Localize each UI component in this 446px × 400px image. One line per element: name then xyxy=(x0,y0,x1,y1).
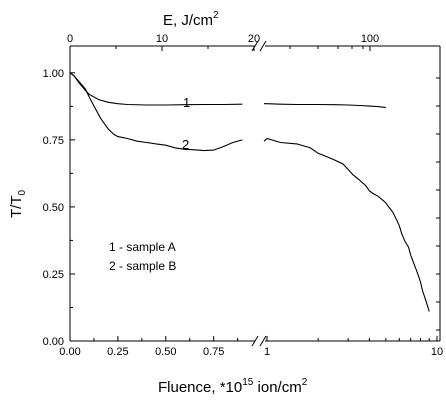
top-break-mark xyxy=(251,40,259,52)
y-tick-label: 0.50 xyxy=(43,202,64,214)
legend-entry-2: 2 - sample B xyxy=(109,259,176,273)
top-tick-label: 20 xyxy=(248,33,260,45)
x-tick-label: 0.50 xyxy=(155,346,176,358)
bottom-axis-title: Fluence, *1015 ion/cm2 xyxy=(158,377,308,396)
x-log-tick-label: 10 xyxy=(431,346,443,358)
x-tick-label: 0.75 xyxy=(203,346,224,358)
legend-entry-1: 1 - sample A xyxy=(109,240,176,254)
series-2-right-line xyxy=(263,137,430,312)
y-axis-title: T/T0 xyxy=(8,190,28,219)
bottom-break-mark xyxy=(259,335,267,347)
tick-marks xyxy=(69,46,440,342)
y-tick-label: 0.00 xyxy=(43,336,64,348)
x-tick-label: 0.00 xyxy=(59,346,80,358)
top-right-tick-label: 100 xyxy=(361,33,379,45)
top-tick-label: 0 xyxy=(67,33,73,45)
top-axis-title: E, J/cm2 xyxy=(163,10,219,29)
top-break-mark xyxy=(259,40,267,52)
series-1-left-line xyxy=(69,72,243,106)
y-tick-label: 1.00 xyxy=(43,68,64,80)
series-1-right-line xyxy=(264,103,386,108)
series-2-left-line xyxy=(69,72,243,152)
curve-label-2: 2 xyxy=(182,137,189,152)
y-tick-label: 0.75 xyxy=(43,135,64,147)
bottom-break-mark xyxy=(251,335,259,347)
series-lines xyxy=(69,72,430,312)
top-tick-label: 10 xyxy=(156,33,168,45)
x-log-tick-label: 1 xyxy=(264,346,270,358)
x-tick-label: 0.25 xyxy=(107,346,128,358)
curve-label-1: 1 xyxy=(183,95,190,110)
y-tick-label: 0.25 xyxy=(43,269,64,281)
axis-breaks xyxy=(251,40,267,347)
